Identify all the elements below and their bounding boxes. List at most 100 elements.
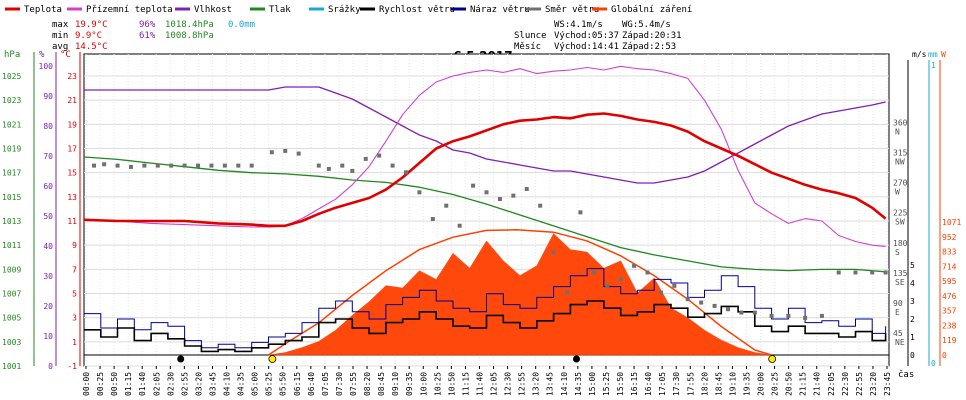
axis-tick-pct: 20 <box>43 302 53 311</box>
axis-tick-dir-deg: 360 <box>893 119 908 128</box>
axis-tick-ms: 5 <box>910 261 915 270</box>
axis-tick-hpa: 1023 <box>2 96 21 105</box>
moon-label: Měsíc <box>514 42 541 52</box>
axis-tick-pct: 30 <box>43 272 53 281</box>
axis-tick-w: 1071 <box>942 218 961 227</box>
axis-tick-degc: 1 <box>72 338 77 347</box>
plot-area <box>83 53 890 367</box>
stats-max-press: 1018.4hPa <box>165 20 214 30</box>
series-temperature <box>83 112 887 228</box>
wind-direction-point <box>102 162 107 167</box>
legend: Teplota Přízemní teplota Vlhkost Tlak Srážky… <box>5 5 692 15</box>
axis-tick-pct: 0 <box>48 362 53 371</box>
wind-direction-point <box>296 151 301 156</box>
series-radiation-max <box>268 229 772 356</box>
wind-direction-point <box>283 148 288 153</box>
stats-max-temp: 19.9°C <box>75 20 108 30</box>
axis-tick-hpa: 1025 <box>2 72 21 81</box>
wind-direction-point <box>350 168 355 173</box>
axis-tick-degc: 13 <box>67 193 77 202</box>
legend-label-8: Globální záření <box>611 5 692 15</box>
axis-unit-degc: °C <box>60 50 71 60</box>
x-tick-label: 02:30 <box>166 372 175 396</box>
x-tick-label: 17:30 <box>672 372 681 396</box>
axis-tick-dir-deg: 90 <box>893 299 903 308</box>
axis-tick-mm: 0 <box>931 359 936 368</box>
stats-min-label: min <box>52 31 68 41</box>
axis-tick-degc: 3 <box>72 314 77 323</box>
wind-direction-point <box>672 283 677 288</box>
axis-tick-mm: 1 <box>931 61 936 70</box>
wind-direction-point <box>632 263 637 268</box>
axis-tick-dir-deg: 270 <box>893 179 908 188</box>
moon-set: Západ:2:53 <box>622 42 676 52</box>
x-tick-label: 20:50 <box>785 372 794 396</box>
x-tick-label: 04:35 <box>237 372 246 396</box>
axis-tick-w: 0 <box>942 351 947 360</box>
x-tick-label: 12:05 <box>490 372 499 396</box>
x-tick-label: 19:35 <box>742 372 751 396</box>
axis-unit-pct: % <box>39 50 45 60</box>
x-tick-label: 11:15 <box>461 372 470 396</box>
wind-direction-point <box>196 163 201 168</box>
x-tick-label: 15:25 <box>602 372 611 396</box>
axis-tick-dir-deg: 225 <box>893 209 908 218</box>
wind-ws: WS:4.1m/s <box>554 20 603 30</box>
axis-tick-dir-deg: 135 <box>893 269 908 278</box>
wind-direction-point <box>726 307 730 312</box>
x-tick-label: 22:05 <box>827 372 836 396</box>
axis-tick-ms: 1 <box>910 333 915 342</box>
wind-direction-point <box>786 313 791 318</box>
wind-direction-point <box>578 210 583 215</box>
wind-direction-point <box>699 300 704 305</box>
wind-direction-point <box>316 163 321 168</box>
x-tick-label: 20:25 <box>771 372 780 396</box>
x-tick-label: 06:15 <box>293 372 302 396</box>
axes: hPa% °C1025102310211019101710151013101110… <box>2 50 961 396</box>
x-tick-label: 15:00 <box>588 372 597 396</box>
axis-tick-hpa: 1011 <box>2 241 21 250</box>
x-tick-label: 02:55 <box>180 372 189 396</box>
axis-tick-dir-name: SE <box>895 278 905 287</box>
wind-direction-point <box>712 303 717 308</box>
axis-unit-w: W <box>941 50 946 59</box>
legend-label-0: Teplota <box>24 5 62 15</box>
wind-direction-point <box>803 315 808 320</box>
x-tick-label: 08:45 <box>377 372 386 396</box>
x-tick-label: 01:40 <box>138 372 147 396</box>
x-tick-label: 07:30 <box>335 372 344 396</box>
wind-direction-point <box>769 313 774 318</box>
x-tick-label: 18:20 <box>700 372 709 396</box>
x-tick-label: 05:50 <box>279 372 288 396</box>
wind-direction-point <box>752 310 757 315</box>
legend-label-7: Směr větru <box>545 5 599 15</box>
axis-tick-dir-deg: 180 <box>893 239 908 248</box>
axis-tick-hpa: 1005 <box>2 314 21 323</box>
x-tick-label: 06:40 <box>307 372 316 396</box>
x-tick-label: 00:00 <box>82 372 91 396</box>
wind-direction-point <box>524 186 529 191</box>
stats-avg-temp: 14.5°C <box>75 42 108 52</box>
wind-direction-point <box>870 270 875 275</box>
wind-direction-point <box>404 170 408 175</box>
series-humidity <box>84 86 886 184</box>
wind-direction-point <box>551 250 556 255</box>
axis-tick-dir-name: S <box>895 248 900 257</box>
x-tick-label: 22:30 <box>841 372 850 396</box>
wind-direction-point <box>142 163 147 168</box>
axis-tick-degc: 9 <box>72 241 77 250</box>
axis-tick-w: 357 <box>942 307 957 316</box>
stats-min-temp: 9.9°C <box>75 31 102 41</box>
wind-direction-point <box>182 163 187 168</box>
axis-tick-dir-name: NW <box>895 158 905 167</box>
axis-tick-dir-name: N <box>895 128 900 137</box>
legend-label-6: Náraz větru <box>470 5 530 15</box>
x-tick-label: 12:30 <box>504 372 513 396</box>
axis-tick-ms: 3 <box>910 297 915 306</box>
stats-avg-label: avg <box>52 42 68 52</box>
axis-tick-dir-name: SW <box>895 218 905 227</box>
wind-direction-point <box>430 217 435 222</box>
x-tick-label: 12:55 <box>518 372 527 396</box>
series-radiation <box>268 233 772 356</box>
axis-tick-pct: 60 <box>43 182 53 191</box>
